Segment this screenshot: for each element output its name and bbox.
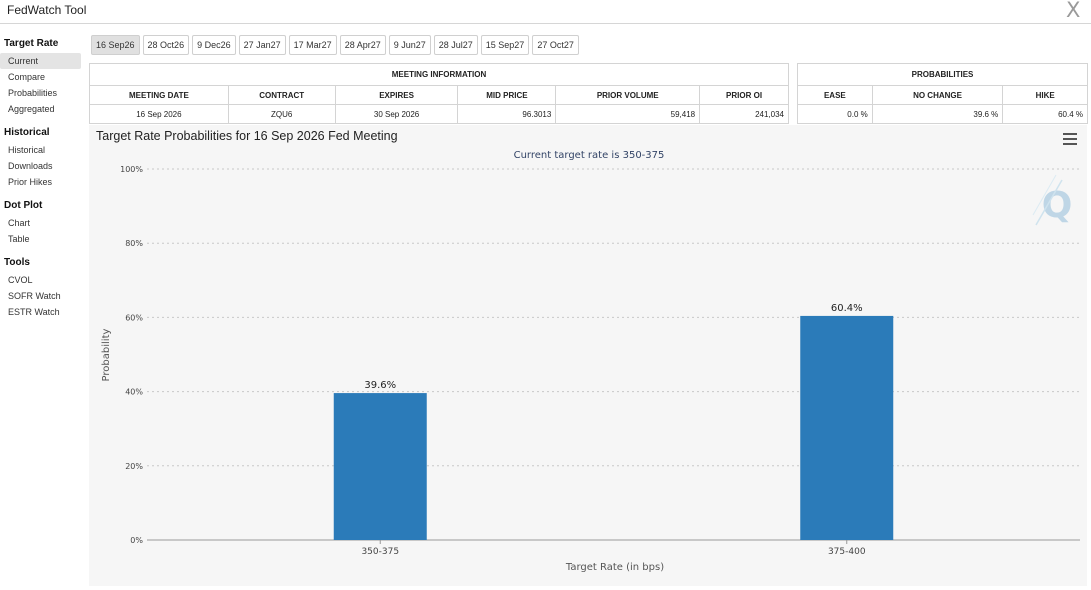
table-row: 0.0 % 39.6 % 60.4 %: [797, 104, 1088, 124]
tab-28-oct26[interactable]: 28 Oct26: [142, 35, 190, 55]
tab-9-dec26[interactable]: 9 Dec26: [192, 35, 236, 55]
watermark-logo-icon: Q: [1032, 174, 1072, 226]
sidebar-item-table[interactable]: Table: [8, 234, 30, 244]
prior-oi-cell: 241,034: [699, 104, 789, 124]
hike-cell: 60.4 %: [1002, 104, 1088, 124]
x-axis-label: Target Rate (in bps): [565, 562, 664, 573]
sidebar-item-estr-watch[interactable]: ESTR Watch: [8, 307, 60, 317]
chart-area: [89, 125, 1087, 586]
y-tick-label: 100%: [120, 165, 143, 174]
tab-28-apr27[interactable]: 28 Apr27: [339, 35, 386, 55]
sidebar-item-historical[interactable]: Historical: [8, 145, 46, 155]
hamburger-menu-icon[interactable]: [1063, 133, 1077, 145]
bar-350-375[interactable]: [333, 393, 427, 540]
prior-volume-cell: 59,418: [555, 104, 701, 124]
probabilities-table: PROBABILITIES EASE NO CHANGE HIKE 0.0 % …: [797, 63, 1088, 124]
sidebar-section-historical: Historical: [4, 127, 50, 138]
y-axis-label: Probability: [101, 328, 112, 381]
table-row: 16 Sep 2026 ZQU6 30 Sep 2026 96.3013 59,…: [89, 104, 789, 124]
meeting-tabs: 16 Sep26 28 Oct26 9 Dec26 27 Jan27 17 Ma…: [91, 35, 582, 56]
app-title: FedWatch Tool: [7, 3, 87, 17]
sidebar-item-compare[interactable]: Compare: [8, 72, 46, 82]
data-label: 60.4%: [831, 303, 863, 314]
sidebar-section-target-rate: Target Rate: [4, 38, 59, 49]
sidebar-item-downloads[interactable]: Downloads: [8, 161, 53, 171]
y-tick-label: 40%: [125, 388, 143, 397]
sidebar-item-sofr-watch[interactable]: SOFR Watch: [8, 291, 61, 301]
sidebar-item-current[interactable]: Current: [0, 53, 81, 69]
sidebar-item-chart[interactable]: Chart: [8, 218, 31, 228]
ease-cell: 0.0 %: [797, 104, 873, 124]
tab-16-sep26[interactable]: 16 Sep26: [91, 35, 140, 55]
title-bar: FedWatch Tool X: [0, 0, 1091, 24]
sidebar: Target Rate Current Compare Probabilitie…: [0, 34, 84, 320]
chart-title: Target Rate Probabilities for 16 Sep 202…: [96, 129, 398, 143]
y-tick-label: 0%: [130, 536, 143, 545]
y-tick-label: 80%: [125, 239, 143, 248]
y-tick-label: 60%: [125, 313, 143, 322]
sidebar-section-dot-plot: Dot Plot: [4, 200, 43, 211]
tab-27-jan27[interactable]: 27 Jan27: [238, 35, 286, 55]
sidebar-item-cvol[interactable]: CVOL: [8, 275, 33, 285]
meeting-date-cell: 16 Sep 2026: [89, 104, 229, 124]
close-icon[interactable]: X: [1066, 0, 1081, 22]
x-tick-label: 350-375: [361, 547, 399, 557]
x-tick-label: 375-400: [828, 547, 866, 557]
sidebar-item-prior-hikes[interactable]: Prior Hikes: [8, 177, 53, 187]
sidebar-section-tools: Tools: [4, 257, 30, 268]
mid-price-cell: 96.3013: [457, 104, 557, 124]
tab-15-sep27[interactable]: 15 Sep27: [480, 35, 530, 55]
tab-28-jul27[interactable]: 28 Jul27: [433, 35, 478, 55]
data-label: 39.6%: [364, 380, 396, 391]
tab-17-mar27[interactable]: 17 Mar27: [288, 35, 337, 55]
tab-9-jun27[interactable]: 9 Jun27: [388, 35, 431, 55]
tab-27-oct27[interactable]: 27 Oct27: [532, 35, 579, 55]
bar-375-400[interactable]: [800, 315, 894, 540]
contract-cell: ZQU6: [227, 104, 336, 124]
chart-subtitle: Current target rate is 350-375: [514, 150, 665, 161]
y-tick-label: 20%: [125, 462, 143, 471]
sidebar-item-probabilities[interactable]: Probabilities: [8, 88, 58, 98]
sidebar-item-aggregated[interactable]: Aggregated: [8, 104, 55, 114]
meeting-info-table: MEETING INFORMATION MEETING DATE CONTRAC…: [89, 63, 789, 124]
